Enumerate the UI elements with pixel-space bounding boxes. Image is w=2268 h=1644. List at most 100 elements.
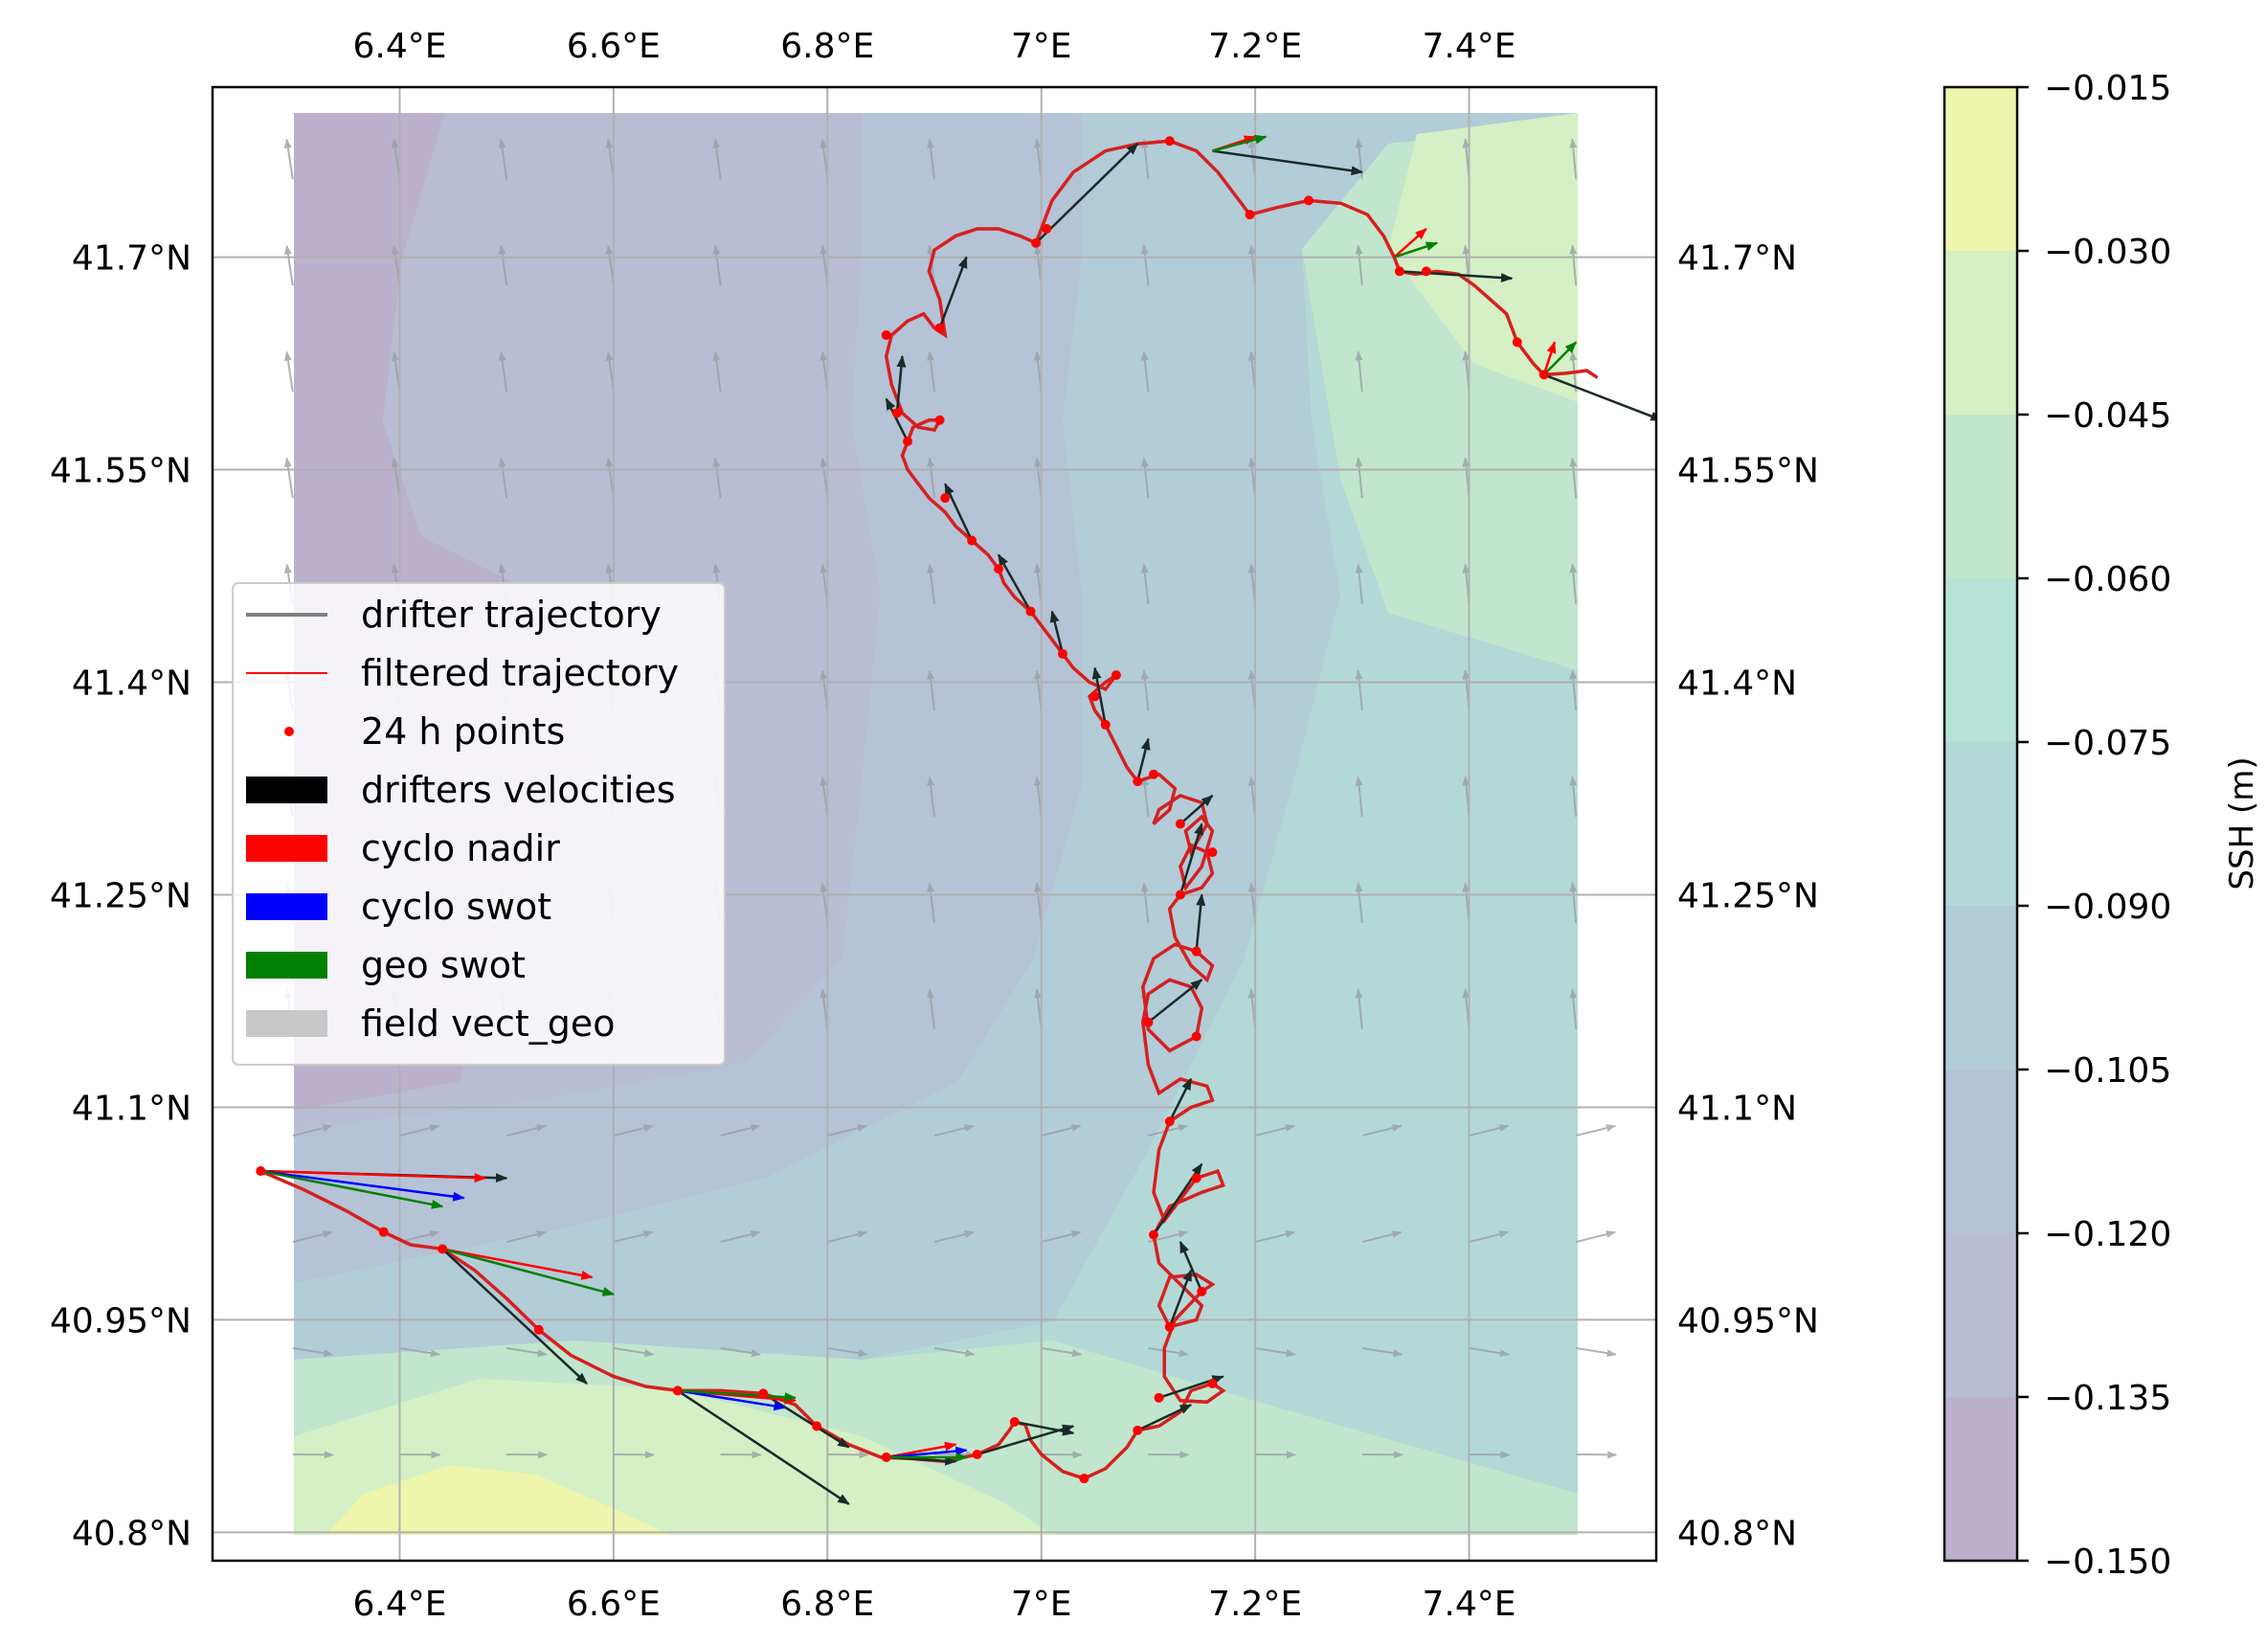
drifter-velocity-arrow <box>1136 1404 1193 1431</box>
point-24h <box>1191 1173 1201 1183</box>
point-24h <box>1191 946 1201 957</box>
field-arrow <box>498 244 508 286</box>
legend-swatch <box>246 952 327 979</box>
point-24h <box>256 1166 266 1177</box>
legend-label: field vect_geo <box>361 1002 615 1045</box>
point-24h <box>967 535 977 546</box>
point-24h <box>1164 1116 1175 1127</box>
point-24h <box>533 1324 544 1335</box>
field-arrow <box>827 1347 868 1358</box>
field-arrow <box>1569 138 1578 180</box>
point-24h <box>1164 1321 1175 1332</box>
field-arrow <box>506 1347 548 1358</box>
drifter-velocity-arrow <box>1035 143 1139 244</box>
field-arrow <box>720 1124 761 1137</box>
field-arrow <box>1355 882 1363 924</box>
colorbar-tick-label: −0.135 <box>2044 1379 2171 1418</box>
field-arrow <box>930 34 934 74</box>
drifter-velocity-arrow <box>1049 610 1065 655</box>
field-arrow <box>1254 1347 1296 1358</box>
model-arrow-cyclo-swot <box>677 1389 786 1411</box>
point-24h <box>1207 1379 1218 1389</box>
lat-tick-label-left: 41.25°N <box>50 876 191 915</box>
field-arrow <box>1361 1124 1403 1137</box>
colorbar-band <box>1944 1233 2017 1397</box>
field-arrow <box>505 1230 547 1244</box>
field-arrow <box>613 1124 654 1137</box>
model-arrow-geo-swot <box>677 1389 797 1403</box>
field-arrow <box>283 350 294 393</box>
point-24h <box>1133 777 1143 787</box>
drifter-velocity-arrow <box>1136 737 1151 782</box>
field-arrow <box>1041 1124 1082 1137</box>
legend-item: drifter trajectory <box>246 594 662 636</box>
field-arrow <box>1469 1230 1510 1244</box>
lat-tick-label-left: 40.8°N <box>72 1514 191 1553</box>
lon-tick-label-bottom: 7.2°E <box>1208 1585 1302 1624</box>
map-panel: 6.4°E 6.4°E 6.6°E 6.6°E 6.8°E 6.8°E 7°E 7°E 7.2°… <box>50 27 1819 1624</box>
point-24h <box>812 1421 822 1431</box>
field-arrow <box>391 244 401 286</box>
field-arrow <box>1355 244 1363 286</box>
field-arrow <box>927 563 935 605</box>
field-arrow <box>292 1347 334 1358</box>
point-24h <box>1031 237 1042 248</box>
field-arrow <box>1569 457 1578 499</box>
point-24h <box>1025 606 1036 617</box>
field-arrow <box>498 350 508 393</box>
field-arrow <box>391 350 401 393</box>
point-24h <box>438 1244 448 1254</box>
drifter-velocity-arrow <box>1091 666 1107 726</box>
point-24h <box>1154 1392 1164 1403</box>
field-arrow <box>827 1124 868 1137</box>
lat-tick-label-right: 41.55°N <box>1677 452 1819 491</box>
point-24h <box>378 1227 389 1237</box>
point-24h <box>1175 819 1185 829</box>
colorbar: −0.015 −0.030 −0.045 −0.060 −0.075 −0.090 −0.1… <box>1942 69 2261 1582</box>
point-24h <box>972 1450 982 1460</box>
legend-label: drifter trajectory <box>361 594 662 636</box>
lon-tick-label-top: 6.8°E <box>780 27 874 66</box>
legend-swatch <box>246 893 327 920</box>
field-arrow <box>712 350 722 393</box>
lat-tick-label-right: 41.25°N <box>1677 876 1819 915</box>
legend-label: filtered trajectory <box>361 652 679 694</box>
legend-item: 24 h points <box>284 710 565 753</box>
legend-item: cyclo swot <box>246 886 551 928</box>
field-arrow <box>712 138 722 180</box>
field-arrow <box>1254 1230 1295 1244</box>
field-arrow <box>283 244 294 286</box>
field-arrow <box>1572 33 1576 73</box>
legend-label: drifters velocities <box>361 769 676 811</box>
lon-tick-label-bottom: 6.4°E <box>352 1585 446 1624</box>
field-arrow <box>1041 1230 1082 1244</box>
model-arrow-geo-swot <box>260 1169 444 1209</box>
point-24h <box>1207 847 1218 858</box>
point-24h <box>1303 195 1314 206</box>
drifter-velocity-arrow <box>677 1389 850 1505</box>
field-arrow <box>1140 244 1150 286</box>
point-24h <box>1191 1031 1201 1042</box>
model-arrow-geo-swot <box>1542 341 1578 376</box>
colorbar-tick-label: −0.030 <box>2044 233 2171 272</box>
lon-tick-label-bottom: 6.8°E <box>780 1585 874 1624</box>
colorbar-band <box>1944 87 2017 251</box>
legend-label: 24 h points <box>361 710 565 753</box>
ssh-band-mid <box>294 113 1578 1360</box>
field-arrow <box>927 988 935 1030</box>
legend-swatch <box>246 1010 327 1037</box>
model-velocity-arrows <box>260 134 1578 1462</box>
point-24h <box>891 408 902 418</box>
field-arrow <box>1355 988 1363 1030</box>
ssh-band-south-3 <box>326 1465 670 1535</box>
field-arrow <box>1140 350 1150 393</box>
field-arrow <box>933 1230 975 1244</box>
legend: drifter trajectory filtered trajectory 24 … <box>232 582 726 1066</box>
point-24h <box>1164 136 1175 146</box>
field-arrow <box>1140 457 1150 499</box>
lon-tick-label-top: 7°E <box>1011 27 1072 66</box>
colorbar-band <box>1944 742 2017 906</box>
field-arrow <box>498 138 508 180</box>
field-arrow <box>1355 669 1363 711</box>
colorbar-tick-label: −0.120 <box>2044 1215 2171 1254</box>
